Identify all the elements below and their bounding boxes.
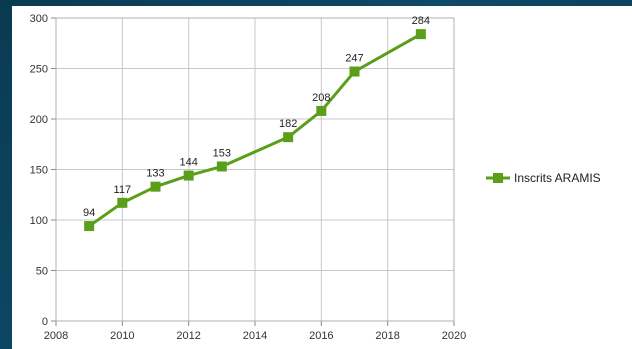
data-label: 133 [146, 168, 164, 180]
data-point [283, 132, 294, 143]
data-label: 153 [213, 147, 231, 159]
x-tick-label: 2008 [44, 330, 68, 342]
data-point [183, 170, 194, 181]
data-label: 117 [114, 184, 132, 196]
grid [55, 17, 455, 322]
legend-label: Inscrits ARAMIS [514, 171, 601, 185]
y-tick-label: 0 [42, 316, 48, 328]
data-point [84, 221, 95, 232]
data-point [150, 181, 161, 192]
data-label: 144 [179, 157, 197, 169]
plot-frame [55, 17, 455, 322]
y-tick-label: 200 [30, 114, 48, 126]
line-chart: 0 50 100 150 200 250 300 2008 2010 2012 2014 2016 20… [30, 13, 601, 342]
data-point [316, 105, 327, 116]
legend-marker [493, 173, 503, 183]
data-label: 284 [412, 15, 430, 27]
data-labels: 94 117 133 144 153 182 208 247 284 [83, 15, 430, 219]
x-tick-label: 2020 [442, 330, 466, 342]
y-tick-label: 250 [30, 64, 48, 76]
legend: Inscrits ARAMIS [486, 171, 601, 185]
data-point [216, 161, 227, 172]
data-label: 247 [345, 53, 363, 65]
data-label: 208 [312, 92, 330, 104]
x-tick-label: 2018 [375, 330, 399, 342]
chart-panel: 0 50 100 150 200 250 300 2008 2010 2012 2014 2016 20… [12, 6, 632, 349]
x-tick-label: 2016 [309, 330, 333, 342]
data-point [415, 29, 426, 40]
series-layer [84, 29, 426, 232]
axes: 0 50 100 150 200 250 300 2008 2010 2012 2014 2016 20… [30, 13, 467, 342]
y-tick-label: 150 [30, 165, 48, 177]
y-tick-label: 50 [36, 266, 48, 278]
data-label: 182 [279, 118, 297, 130]
y-tick-label: 100 [30, 215, 48, 227]
y-tick-label: 300 [30, 13, 48, 25]
data-point [349, 66, 360, 77]
x-tick-label: 2010 [110, 330, 134, 342]
x-tick-label: 2012 [176, 330, 200, 342]
x-tick-label: 2014 [243, 330, 267, 342]
data-point [117, 197, 128, 208]
data-label: 94 [83, 207, 95, 219]
